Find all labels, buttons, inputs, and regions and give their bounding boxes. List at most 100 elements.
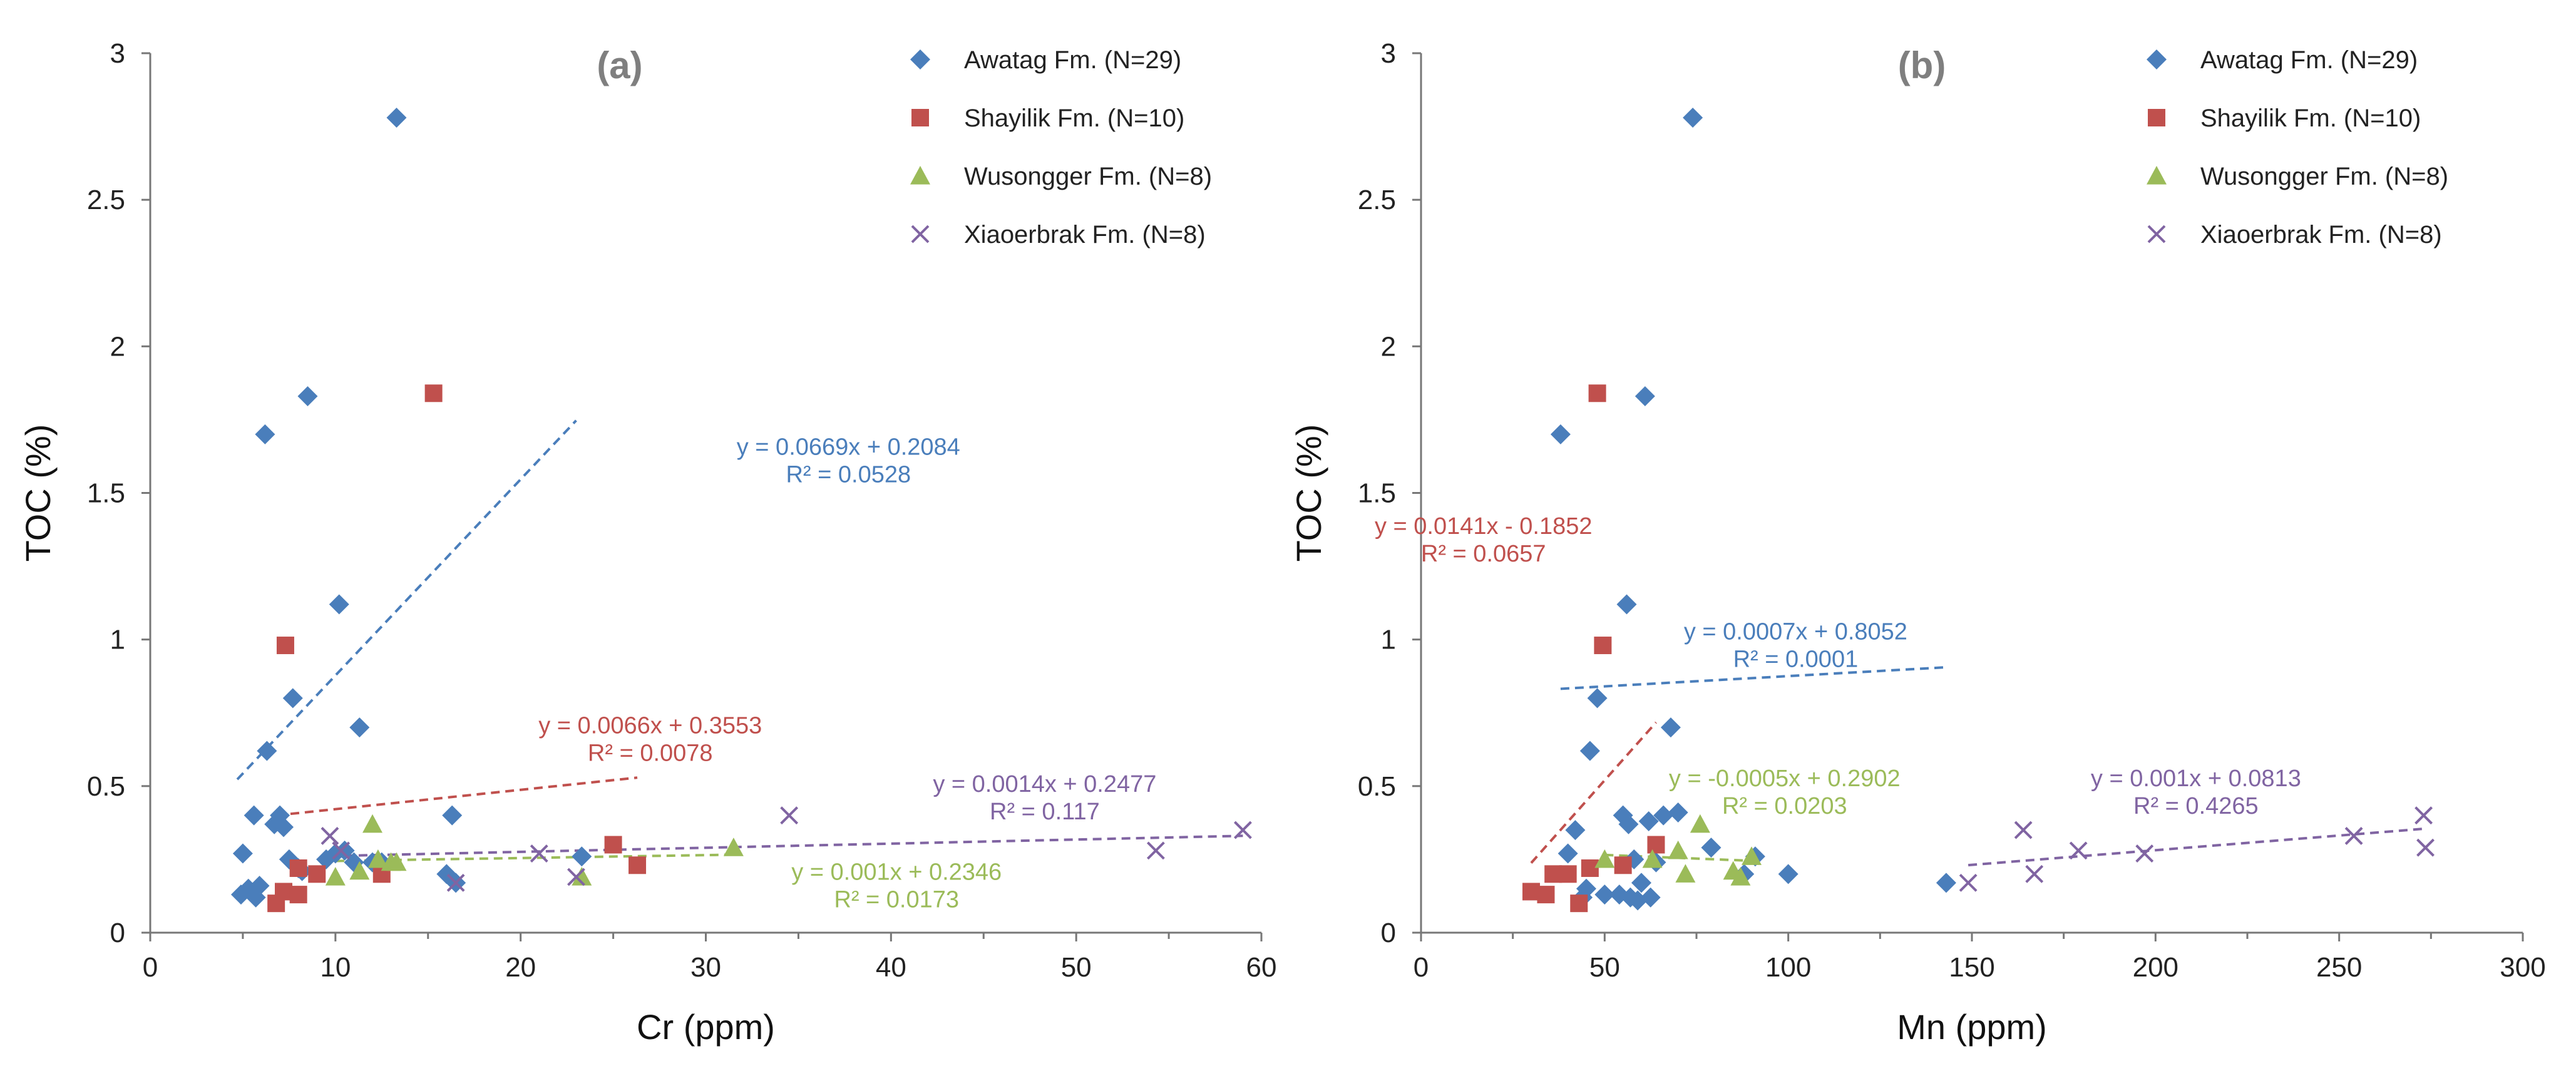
data-point xyxy=(1559,865,1577,883)
x-tick-label: 50 xyxy=(1061,952,1092,983)
data-point xyxy=(2414,806,2433,825)
legend-item: Xiaoerbrak Fm. (N=8) xyxy=(911,221,1206,249)
panel-a-marks xyxy=(230,108,1252,913)
data-point xyxy=(334,840,355,861)
panel-a-cr-vs-toc: 0 10 20 30 40 50 60 0 0.5 1 1.5 2 2.5 3 y = 0.0669x +… xyxy=(18,38,1276,1047)
data-point xyxy=(1594,884,1615,905)
data-point xyxy=(1579,740,1600,761)
x-tick-label: 100 xyxy=(1765,952,1811,983)
y-tick-label: 1 xyxy=(1381,625,1396,655)
data-point xyxy=(1653,805,1674,826)
panel-b-label: (b) xyxy=(1898,44,1946,86)
data-point xyxy=(289,859,307,877)
data-point xyxy=(1522,883,1540,901)
data-point xyxy=(282,688,303,709)
x-tick-label: 0 xyxy=(143,952,158,983)
panel-b-marks xyxy=(1522,108,2435,913)
y-tick-label: 1.5 xyxy=(1358,478,1396,509)
data-point xyxy=(424,384,443,402)
x-tick-label: 40 xyxy=(876,952,906,983)
trendline-r-squared: R² = 0.0001 xyxy=(1733,647,1859,673)
data-point xyxy=(2416,838,2435,857)
trendline xyxy=(275,776,638,817)
data-point xyxy=(1616,594,1637,615)
data-point xyxy=(1638,811,1659,832)
data-point xyxy=(349,861,370,880)
data-point xyxy=(572,867,592,886)
data-point xyxy=(2135,844,2154,863)
data-point xyxy=(442,805,463,826)
trendline xyxy=(236,419,577,781)
data-point xyxy=(232,843,253,864)
data-point xyxy=(1730,867,1751,886)
y-tick-label: 2 xyxy=(1381,331,1396,362)
data-point xyxy=(1588,384,1606,402)
legend-marker xyxy=(2147,49,2167,69)
data-point xyxy=(1959,873,1978,892)
trendline-r-squared: R² = 0.117 xyxy=(990,799,1100,825)
trendline xyxy=(1530,721,1657,864)
data-point xyxy=(349,717,370,738)
panel-a-trendlines xyxy=(236,419,1243,863)
data-point xyxy=(1675,864,1696,883)
trendline xyxy=(335,853,734,863)
legend-marker xyxy=(910,49,930,69)
panel-b-legend: Awatag Fm. (N=29) Shayilik Fm. (N=10) Wuso… xyxy=(2147,46,2448,249)
legend-marker xyxy=(911,109,929,126)
y-tick-label: 1.5 xyxy=(87,478,125,509)
y-tick-label: 2 xyxy=(110,331,125,362)
y-tick-label: 2.5 xyxy=(1358,185,1396,215)
data-point xyxy=(1537,886,1555,904)
data-point xyxy=(1581,859,1599,877)
panel-b-x-axis-title: Mn (ppm) xyxy=(1897,1007,2047,1047)
x-tick-label: 150 xyxy=(1949,952,1994,983)
data-point xyxy=(1544,865,1563,883)
trendline-r-squared: R² = 0.0173 xyxy=(834,887,959,913)
panel-a-ticks: 0 10 20 30 40 50 60 0 0.5 1 1.5 2 2.5 3 xyxy=(87,38,1277,983)
data-point xyxy=(1594,849,1615,868)
x-tick-label: 300 xyxy=(2500,952,2545,983)
data-point xyxy=(1668,802,1688,822)
trendline-r-squared: R² = 0.0078 xyxy=(588,740,713,767)
x-tick-label: 20 xyxy=(505,952,536,983)
trendline-equation: y = 0.0007x + 0.8052 xyxy=(1684,619,1907,645)
legend-label: Shayilik Fm. (N=10) xyxy=(2200,105,2421,132)
data-point xyxy=(1614,856,1632,874)
data-point xyxy=(308,865,326,883)
data-point xyxy=(1587,688,1608,709)
legend-item: Shayilik Fm. (N=10) xyxy=(911,105,1184,132)
trendline-equation: y = -0.0005x + 0.2902 xyxy=(1669,766,1901,792)
trendline xyxy=(1968,827,2426,867)
data-point xyxy=(1640,887,1661,908)
data-point xyxy=(2069,841,2088,860)
legend-item: Xiaoerbrak Fm. (N=8) xyxy=(2147,221,2442,249)
legend-marker xyxy=(910,166,930,185)
trendline-equation: y = 0.0066x + 0.3553 xyxy=(538,713,762,739)
data-point xyxy=(1660,717,1681,738)
data-point xyxy=(1647,836,1665,854)
panel-b-mn-vs-toc: 0 50 100 150 200 250 300 0 0.5 1 1.5 2 2.5 3 y = 0.00… xyxy=(1289,38,2546,1047)
data-point xyxy=(1668,840,1688,859)
y-tick-label: 2.5 xyxy=(87,185,125,215)
y-tick-label: 0 xyxy=(110,918,125,948)
legend-label: Wusongger Fm. (N=8) xyxy=(964,163,1212,190)
data-point xyxy=(604,836,622,854)
data-point xyxy=(2014,821,2033,839)
x-tick-label: 0 xyxy=(1414,952,1429,983)
data-point xyxy=(1550,424,1571,444)
trendline-r-squared: R² = 0.0203 xyxy=(1722,793,1847,819)
panel-b-ticks: 0 50 100 150 200 250 300 0 0.5 1 1.5 2 2.5 3 xyxy=(1358,38,2546,983)
legend-label: Awatag Fm. (N=29) xyxy=(964,46,1181,74)
y-tick-label: 0.5 xyxy=(87,771,125,802)
legend-label: Xiaoerbrak Fm. (N=8) xyxy=(964,221,1206,249)
data-point xyxy=(386,852,407,871)
trendline xyxy=(329,834,1243,858)
legend-marker xyxy=(2147,166,2167,185)
data-point xyxy=(367,849,388,868)
legend-label: Wusongger Fm. (N=8) xyxy=(2200,163,2448,190)
data-point xyxy=(255,424,275,444)
x-tick-label: 30 xyxy=(690,952,721,983)
data-point xyxy=(1690,814,1710,833)
trendline-r-squared: R² = 0.0657 xyxy=(1421,541,1546,567)
